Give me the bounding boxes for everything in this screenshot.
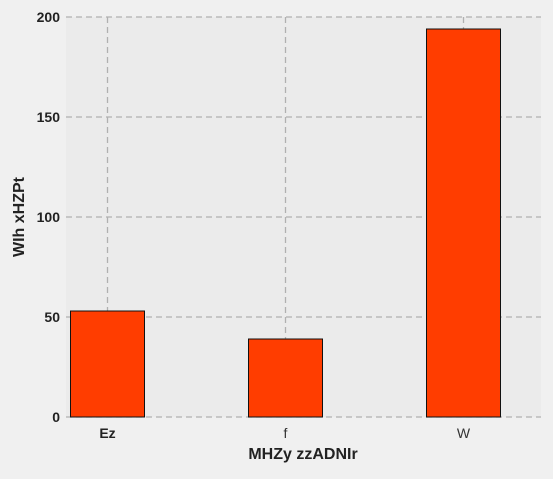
x-axis-label: MHZy zzADNIr: [248, 446, 357, 463]
y-tick-label: 150: [37, 109, 61, 125]
y-axis-ticks: 0 50 100 150 200: [37, 9, 61, 425]
bar: [70, 310, 145, 418]
y-tick-label: 0: [52, 409, 60, 425]
bar: [426, 28, 501, 418]
y-tick-label: 200: [37, 9, 61, 25]
bars: [70, 28, 501, 418]
x-tick-label: f: [284, 425, 288, 441]
bar: [248, 338, 323, 418]
x-axis-ticks: Ez f W: [99, 425, 471, 441]
y-axis-label: WIh xHZPt: [11, 176, 28, 257]
x-tick-label: Ez: [99, 425, 115, 441]
y-tick-label: 100: [37, 209, 61, 225]
x-tick-label: W: [457, 425, 471, 441]
y-tick-label: 50: [44, 309, 60, 325]
